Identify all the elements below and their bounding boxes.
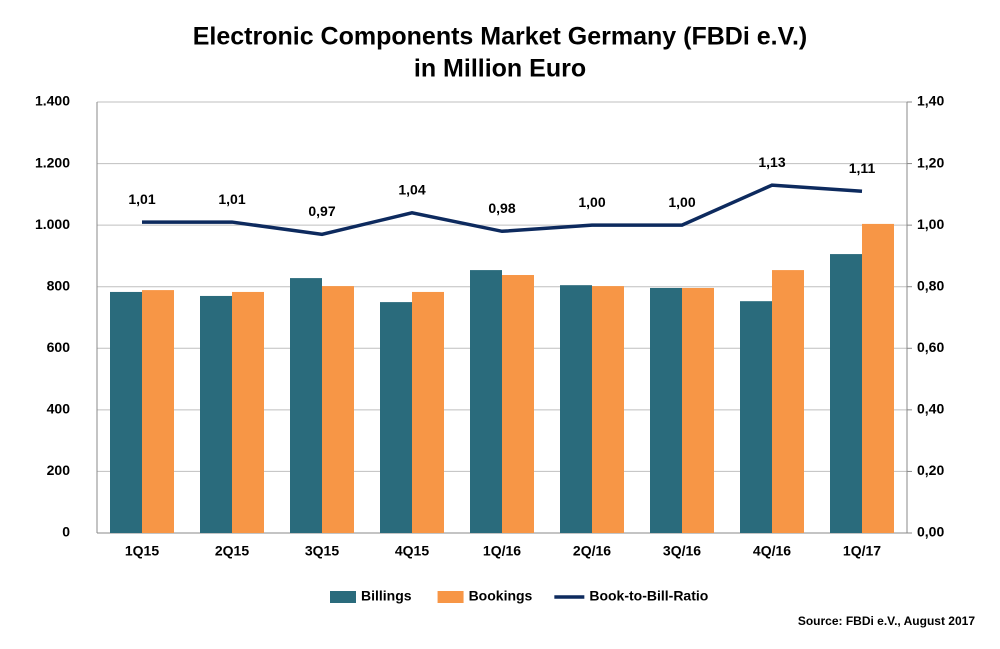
y2-tick-label: 1,00 <box>917 216 944 232</box>
bar <box>862 223 894 533</box>
data-label: 0,97 <box>308 203 335 219</box>
bar <box>322 286 354 533</box>
x-tick-label: 1Q/17 <box>843 543 881 559</box>
bar <box>592 286 624 533</box>
x-tick-label: 2Q15 <box>215 543 249 559</box>
x-tick-label: 1Q/16 <box>483 543 521 559</box>
chart-subtitle: in Million Euro <box>414 55 586 83</box>
bar <box>740 301 772 533</box>
y-tick-label: 1.000 <box>35 216 70 232</box>
x-tick-label: 3Q/16 <box>663 543 701 559</box>
ratio-line <box>142 183 863 237</box>
y2-tick-label: 0,20 <box>917 462 944 478</box>
bar <box>502 275 534 533</box>
y2-tick-label: 0,00 <box>917 524 944 540</box>
y-tick-label: 800 <box>47 277 71 293</box>
bar <box>830 254 862 533</box>
x-tick-label: 1Q15 <box>125 543 159 559</box>
bar <box>470 270 502 533</box>
data-label: 1,00 <box>668 194 695 210</box>
bar <box>560 285 592 533</box>
bar <box>772 270 804 533</box>
legend-label: Billings <box>361 588 412 604</box>
data-label: 0,98 <box>488 200 515 216</box>
y2-tick-label: 0,80 <box>917 277 944 293</box>
bar <box>290 278 322 533</box>
bar <box>200 295 232 533</box>
y-tick-label: 600 <box>47 339 71 355</box>
y-tick-label: 200 <box>47 462 71 478</box>
x-tick-label: 4Q/16 <box>753 543 791 559</box>
bar <box>232 291 264 533</box>
legend-label: Book-to-Bill-Ratio <box>589 588 708 604</box>
data-label: 1,01 <box>218 191 245 207</box>
legend-swatch <box>330 591 356 603</box>
bar <box>682 287 714 533</box>
bar <box>380 302 412 533</box>
x-tick-label: 2Q/16 <box>573 543 611 559</box>
y-tick-label: 1.400 <box>35 93 70 109</box>
data-label: 1,11 <box>849 160 876 176</box>
legend-swatch <box>437 591 464 603</box>
data-label: 1,01 <box>128 191 155 207</box>
source-note: Source: FBDi e.V., August 2017 <box>798 614 975 628</box>
data-label: 1,04 <box>398 182 425 198</box>
data-label: 1,00 <box>578 194 605 210</box>
x-tick-label: 4Q15 <box>395 543 429 559</box>
y2-tick-label: 1,20 <box>917 154 944 170</box>
legend: Billings Bookings Book-to-Bill-Ratio <box>330 588 708 604</box>
y-tick-label: 1.200 <box>35 154 70 170</box>
legend-label: Bookings <box>469 588 533 604</box>
x-tick-label: 3Q15 <box>305 543 339 559</box>
y-tick-label: 0 <box>62 524 70 540</box>
y-tick-label: 400 <box>47 401 71 417</box>
y2-tick-label: 0,60 <box>917 339 944 355</box>
y2-tick-label: 0,40 <box>917 401 944 417</box>
bar <box>110 291 142 533</box>
y2-tick-label: 1,40 <box>917 93 944 109</box>
chart-title: Electronic Components Market Germany (FB… <box>193 23 808 51</box>
data-label: 1,13 <box>758 154 785 170</box>
bar <box>142 290 174 533</box>
bar <box>412 291 444 533</box>
bar <box>650 287 682 533</box>
